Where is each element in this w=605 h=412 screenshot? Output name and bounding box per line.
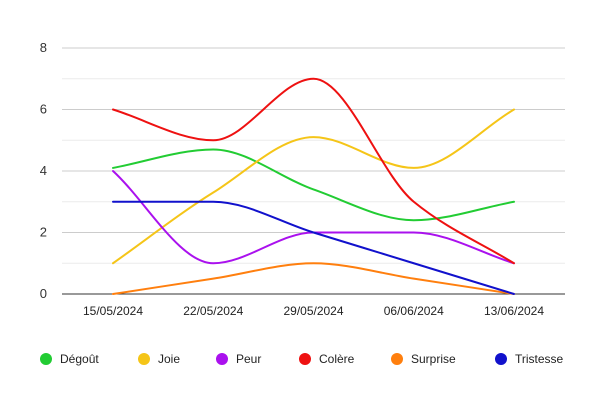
legend-swatch (40, 353, 52, 365)
legend-item: Tristesse (495, 352, 564, 366)
legend-item: Surprise (391, 352, 456, 366)
series-3 (112, 170, 515, 265)
legend-label: Colère (319, 352, 355, 366)
x-tick-label: 15/05/2024 (83, 304, 143, 318)
legend-label: Tristesse (515, 352, 564, 366)
legend-label: Surprise (411, 352, 456, 366)
series-line (112, 148, 515, 222)
series-2 (112, 108, 515, 265)
legend-item: Colère (299, 352, 355, 366)
legend-label: Peur (236, 352, 261, 366)
legend-item: Dégoût (40, 352, 99, 366)
y-tick-label: 6 (40, 102, 47, 117)
legend-label: Joie (158, 352, 180, 366)
y-tick-label: 0 (40, 286, 47, 301)
y-tick-label: 8 (40, 40, 47, 55)
legend-item: Joie (138, 352, 180, 366)
series-6 (112, 200, 515, 295)
legend-swatch (138, 353, 150, 365)
x-tick-label: 29/05/2024 (283, 304, 343, 318)
legend: Dégoût Joie Peur Colère Surprise Tristesse (40, 352, 564, 366)
legend-item: Peur (216, 352, 261, 366)
legend-swatch (299, 353, 311, 365)
y-tick-label: 4 (40, 163, 47, 178)
series-line (112, 77, 515, 265)
x-tick-label: 06/06/2024 (384, 304, 444, 318)
legend-swatch (495, 353, 507, 365)
x-tick-label: 13/06/2024 (484, 304, 544, 318)
series-line (112, 262, 515, 295)
legend-swatch (391, 353, 403, 365)
series-line (112, 200, 515, 295)
series-1 (112, 148, 515, 222)
series-4 (112, 77, 515, 265)
series-5 (112, 262, 515, 295)
x-tick-label: 22/05/2024 (183, 304, 243, 318)
series-lines (112, 77, 515, 295)
series-line (112, 170, 515, 265)
axes: 0 2 4 6 8 15/05/2024 22/05/2024 29/05/2024 06/06… (40, 40, 565, 318)
legend-label: Dégoût (60, 352, 99, 366)
legend-swatch (216, 353, 228, 365)
y-tick-label: 2 (40, 225, 47, 240)
series-line (112, 108, 515, 265)
